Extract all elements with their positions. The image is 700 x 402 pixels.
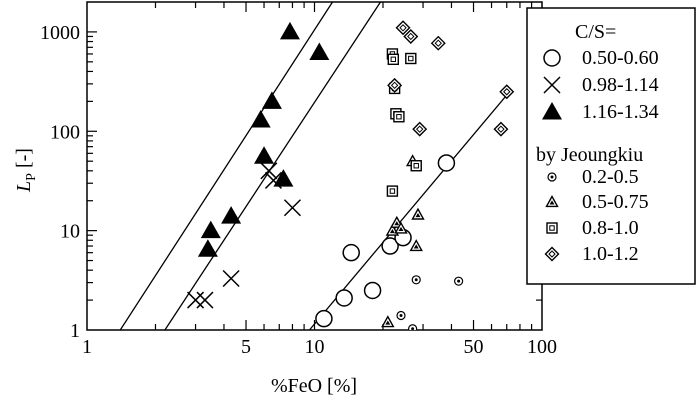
point-series-3-3 — [221, 206, 242, 224]
point-series-7-7 — [499, 84, 515, 100]
x-tick-label: 100 — [527, 336, 557, 358]
y-tick-label: 1 — [70, 320, 80, 342]
legend-label-4: 0.2-0.5 — [582, 166, 639, 188]
x-tick-label: 50 — [464, 336, 484, 358]
legend-label-1: 0.50-0.60 — [582, 47, 659, 69]
point-series-5-4 — [394, 221, 408, 234]
point-series-2-6 — [283, 199, 301, 217]
point-series-7-2 — [403, 28, 419, 44]
point-series-1-3 — [342, 243, 360, 262]
point-series-3-6 — [261, 91, 282, 109]
point-series-4-3 — [411, 275, 421, 285]
y-axis-label-main: L — [13, 181, 35, 193]
y-axis-label: LP [-] — [13, 148, 39, 193]
legend-marker-5 — [545, 195, 559, 208]
legend-label-3: 1.16-1.34 — [582, 101, 659, 123]
point-series-7-4 — [412, 121, 428, 137]
point-series-2-1 — [187, 291, 205, 309]
point-series-3-7 — [273, 169, 294, 187]
point-series-1-7 — [437, 154, 456, 172]
point-series-3-8 — [279, 21, 300, 40]
point-series-7-5 — [430, 35, 446, 51]
point-series-5-1 — [381, 315, 395, 328]
y-tick-label: 10 — [60, 221, 80, 243]
point-series-6-7 — [386, 185, 399, 197]
x-tick-label: 5 — [241, 336, 251, 358]
point-series-3-5 — [254, 146, 275, 164]
data-points — [187, 20, 515, 330]
legend-marker-4 — [547, 172, 557, 182]
legend-box — [526, 7, 696, 285]
legend-marker-7 — [544, 246, 560, 262]
point-series-7-6 — [493, 121, 509, 137]
y-axis-label-unit: [-] — [13, 148, 35, 173]
x-axis-label: %FeO [%] — [271, 375, 357, 397]
point-series-3-1 — [197, 239, 218, 257]
point-series-2-4 — [260, 162, 278, 180]
point-series-2-2 — [196, 291, 214, 309]
point-series-4-2 — [408, 324, 418, 330]
legend-title: C/S= — [575, 21, 616, 43]
legend-marker-1 — [543, 49, 561, 67]
point-series-1-1 — [315, 309, 333, 328]
legend-marker-6 — [546, 222, 558, 234]
legend-marker-2 — [543, 76, 561, 94]
point-series-6-2 — [387, 53, 399, 66]
legend-label-7: 1.0-1.2 — [582, 243, 639, 265]
point-series-3-4 — [250, 109, 271, 128]
y-axis-label-sub: P — [24, 173, 39, 181]
point-series-6-8 — [410, 160, 422, 172]
legend: C/S= by Jeoungkiu 0.50-0.60 0.98-1.14 1.16… — [526, 7, 696, 285]
x-axis-ticks: 1 5 10 50 100 — [82, 2, 557, 358]
legend-label-5: 0.5-0.75 — [582, 191, 649, 213]
point-series-2-3 — [222, 269, 240, 288]
point-series-4-4 — [454, 276, 464, 286]
legend-label-6: 0.8-1.0 — [582, 217, 639, 239]
x-tick-label: 1 — [82, 336, 92, 358]
point-series-6-6 — [405, 52, 417, 65]
point-series-7-1 — [395, 20, 411, 36]
point-series-5-7 — [411, 207, 425, 220]
point-series-3-9 — [309, 42, 330, 61]
point-series-3-2 — [200, 220, 221, 239]
point-series-6-5 — [393, 111, 405, 123]
point-series-1-4 — [363, 281, 382, 300]
y-tick-label: 100 — [50, 121, 80, 143]
x-tick-label: 10 — [305, 336, 325, 358]
legend-marker-3 — [542, 102, 562, 120]
legend-label-2: 0.98-1.14 — [582, 74, 659, 96]
point-series-1-5 — [381, 237, 399, 255]
point-series-7-3 — [387, 77, 403, 93]
point-series-4-1 — [396, 310, 406, 321]
point-series-5-6 — [409, 239, 423, 252]
legend-group-label: by Jeoungkiu — [536, 144, 643, 166]
point-series-1-2 — [335, 289, 353, 307]
fit-line-1 — [119, 2, 334, 330]
y-tick-label: 1000 — [40, 22, 80, 44]
